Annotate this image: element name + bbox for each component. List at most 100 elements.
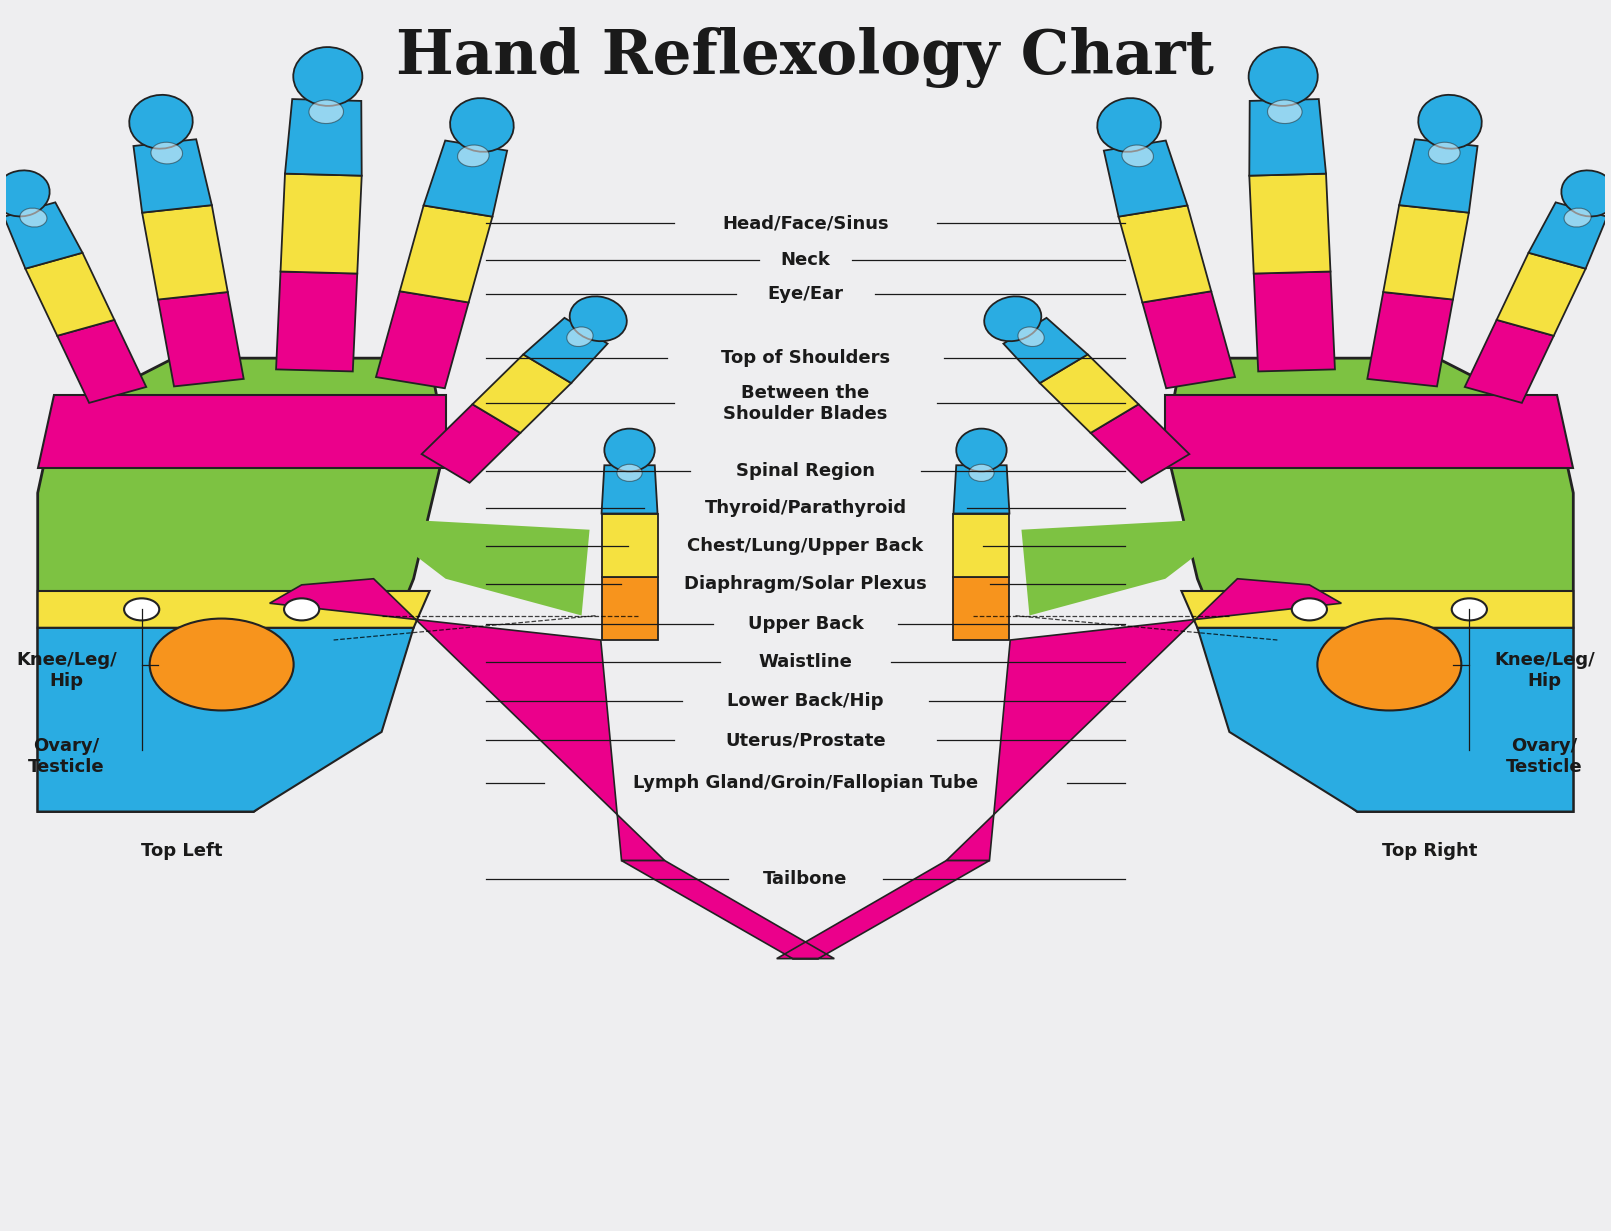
Ellipse shape (1318, 618, 1461, 710)
Ellipse shape (293, 47, 362, 106)
Polygon shape (1400, 139, 1477, 213)
Ellipse shape (0, 170, 50, 217)
Text: Spinal Region: Spinal Region (736, 462, 875, 480)
Text: Chest/Lung/Upper Back: Chest/Lung/Upper Back (688, 537, 923, 555)
Ellipse shape (284, 598, 319, 620)
Polygon shape (280, 174, 362, 273)
Polygon shape (946, 579, 1342, 860)
Ellipse shape (617, 464, 643, 481)
Ellipse shape (124, 598, 159, 620)
Polygon shape (1253, 272, 1336, 372)
Polygon shape (1004, 318, 1087, 383)
Polygon shape (158, 292, 243, 387)
Polygon shape (400, 206, 493, 303)
Polygon shape (1497, 252, 1585, 336)
Text: Diaphragm/Solar Plexus: Diaphragm/Solar Plexus (685, 575, 926, 592)
Ellipse shape (1292, 598, 1327, 620)
Text: Tailbone: Tailbone (764, 870, 847, 888)
Text: Top of Shoulders: Top of Shoulders (722, 350, 889, 367)
Ellipse shape (458, 145, 490, 166)
Polygon shape (1091, 404, 1189, 483)
Polygon shape (472, 355, 572, 433)
Text: Ovary/
Testicle: Ovary/ Testicle (1506, 737, 1584, 776)
Polygon shape (424, 140, 507, 217)
Ellipse shape (19, 208, 47, 227)
Ellipse shape (1268, 100, 1302, 123)
Ellipse shape (449, 98, 514, 151)
Polygon shape (375, 292, 469, 388)
Text: Uterus/Prostate: Uterus/Prostate (725, 731, 886, 750)
Text: Lower Back/Hip: Lower Back/Hip (727, 692, 884, 710)
Polygon shape (622, 860, 989, 959)
Polygon shape (1021, 517, 1245, 616)
Text: Knee/Leg/
Hip: Knee/Leg/ Hip (1493, 651, 1595, 691)
Polygon shape (1181, 591, 1574, 628)
Polygon shape (366, 517, 590, 616)
Polygon shape (142, 206, 227, 299)
Ellipse shape (567, 327, 593, 346)
Polygon shape (37, 358, 446, 811)
Text: Knee/Leg/
Hip: Knee/Leg/ Hip (16, 651, 118, 691)
Ellipse shape (1561, 170, 1611, 217)
Ellipse shape (1249, 47, 1318, 106)
Text: Upper Back: Upper Back (748, 616, 863, 633)
Polygon shape (422, 404, 520, 483)
Ellipse shape (957, 428, 1007, 471)
Polygon shape (26, 252, 114, 336)
Polygon shape (1165, 358, 1574, 811)
Polygon shape (601, 577, 657, 640)
Ellipse shape (1097, 98, 1162, 151)
Text: Hand Reflexology Chart: Hand Reflexology Chart (396, 27, 1215, 89)
Text: Thyroid/Parathyroid: Thyroid/Parathyroid (704, 499, 907, 517)
Polygon shape (1464, 320, 1553, 403)
Ellipse shape (1564, 208, 1592, 227)
Ellipse shape (1121, 145, 1153, 166)
Ellipse shape (984, 297, 1041, 341)
Polygon shape (1197, 628, 1574, 811)
Polygon shape (954, 513, 1010, 577)
Polygon shape (275, 272, 358, 372)
Ellipse shape (309, 100, 343, 123)
Polygon shape (3, 202, 82, 268)
Polygon shape (1165, 395, 1574, 469)
Polygon shape (1118, 206, 1211, 303)
Polygon shape (58, 320, 147, 403)
Polygon shape (601, 513, 657, 577)
Ellipse shape (604, 428, 654, 471)
Ellipse shape (1429, 143, 1460, 164)
Ellipse shape (150, 618, 293, 710)
Polygon shape (1039, 355, 1139, 433)
Text: Between the
Shoulder Blades: Between the Shoulder Blades (723, 384, 888, 423)
Text: Waistline: Waistline (759, 654, 852, 671)
Text: Eye/Ear: Eye/Ear (767, 286, 844, 303)
Polygon shape (37, 628, 414, 811)
Polygon shape (954, 465, 1010, 513)
Polygon shape (1104, 140, 1187, 217)
Text: Ovary/
Testicle: Ovary/ Testicle (27, 737, 105, 776)
Polygon shape (954, 577, 1010, 640)
Polygon shape (269, 579, 665, 860)
Ellipse shape (129, 95, 193, 149)
Text: Neck: Neck (781, 251, 830, 270)
Polygon shape (134, 139, 211, 213)
Ellipse shape (968, 464, 994, 481)
Polygon shape (1249, 98, 1326, 176)
Polygon shape (601, 465, 657, 513)
Text: Top Right: Top Right (1382, 842, 1477, 859)
Ellipse shape (570, 297, 627, 341)
Ellipse shape (1452, 598, 1487, 620)
Polygon shape (1529, 202, 1608, 268)
Polygon shape (37, 591, 430, 628)
Text: Top Left: Top Left (140, 842, 222, 859)
Ellipse shape (1018, 327, 1044, 346)
Polygon shape (1384, 206, 1469, 299)
Ellipse shape (1418, 95, 1482, 149)
Text: Lymph Gland/Groin/Fallopian Tube: Lymph Gland/Groin/Fallopian Tube (633, 774, 978, 793)
Ellipse shape (151, 143, 182, 164)
Polygon shape (524, 318, 607, 383)
Polygon shape (1142, 292, 1236, 388)
Polygon shape (37, 395, 446, 469)
Text: Head/Face/Sinus: Head/Face/Sinus (722, 214, 889, 233)
Polygon shape (285, 98, 362, 176)
Polygon shape (1368, 292, 1453, 387)
